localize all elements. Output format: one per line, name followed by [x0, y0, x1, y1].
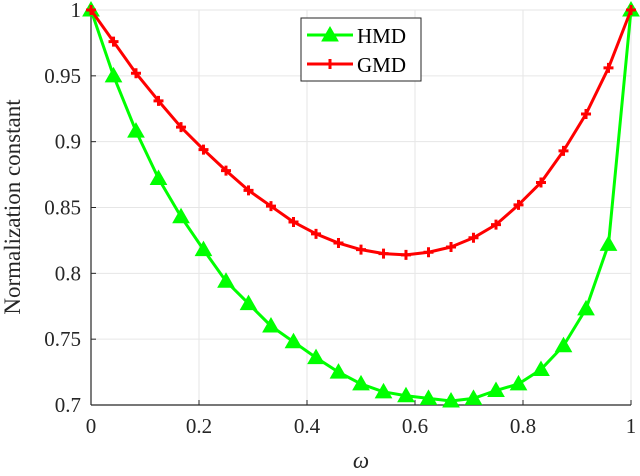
triangle-marker — [307, 348, 325, 365]
x-tick-label: 0.4 — [294, 414, 321, 438]
triangle-marker — [352, 374, 370, 391]
plus-marker — [581, 109, 592, 120]
plus-marker — [378, 248, 389, 259]
plus-marker — [311, 228, 322, 239]
y-tick-label: 0.9 — [55, 130, 81, 154]
y-tick-label: 0.75 — [44, 327, 81, 351]
triangle-marker — [321, 25, 339, 42]
y-tick-labels: 0.7 0.75 0.8 0.85 0.9 0.95 1 — [44, 0, 81, 417]
plus-marker — [153, 95, 164, 106]
x-tick-label: 0.8 — [510, 414, 536, 438]
triangle-marker — [442, 392, 460, 408]
triangle-marker — [262, 316, 280, 333]
y-tick-label: 0.7 — [55, 393, 81, 417]
plus-marker — [198, 144, 209, 155]
plus-marker — [108, 36, 119, 47]
axes — [90, 9, 632, 406]
triangle-marker — [374, 382, 393, 399]
legend-item-gmd: GMD — [307, 53, 406, 77]
plus-marker — [468, 232, 479, 243]
y-tick-label: 1 — [71, 0, 82, 22]
plus-marker — [221, 165, 231, 176]
legend: HMD GMD — [300, 17, 422, 82]
plus-marker — [558, 145, 569, 156]
plus-marker — [288, 216, 299, 227]
triangle-marker — [284, 332, 303, 349]
x-tick-label: 1 — [626, 414, 637, 438]
legend-label: GMD — [357, 53, 406, 77]
plus-marker — [603, 62, 614, 73]
triangle-marker — [419, 389, 438, 405]
plus-marker — [400, 249, 411, 260]
triangle-marker — [329, 363, 348, 379]
x-axis-label: ω — [353, 448, 369, 473]
y-tick-label: 0.85 — [44, 196, 81, 220]
triangle-marker — [172, 207, 190, 224]
y-tick-label: 0.95 — [44, 64, 81, 88]
legend-box — [300, 17, 422, 82]
plus-marker — [513, 199, 524, 210]
triangle-marker — [104, 66, 123, 83]
plus-marker — [446, 242, 457, 252]
plus-marker — [176, 122, 187, 133]
triangle-marker — [509, 374, 528, 391]
plus-marker — [333, 238, 344, 249]
plus-marker — [626, 5, 636, 15]
x-tick-label: 0.2 — [186, 414, 212, 438]
legend-item-hmd: HMD — [307, 24, 406, 48]
triangle-marker — [487, 381, 505, 398]
x-tick-label: 0.6 — [402, 414, 428, 438]
y-axis-label: Normalization constant — [0, 99, 25, 315]
plus-marker — [356, 244, 366, 255]
triangle-marker — [149, 169, 168, 186]
plus-marker — [243, 185, 254, 196]
triangle-marker — [577, 299, 595, 316]
triangle-marker — [397, 386, 415, 403]
series-layer — [82, 0, 640, 408]
x-tick-labels: 0 0.2 0.4 0.6 0.8 1 — [86, 414, 637, 438]
triangle-marker — [599, 235, 618, 251]
triangle-marker — [194, 240, 213, 257]
plus-marker — [491, 219, 501, 230]
series-gmd — [86, 5, 636, 260]
y-tick-label: 0.8 — [55, 261, 81, 285]
series-hmd — [82, 0, 640, 408]
legend-label: HMD — [357, 24, 406, 48]
triangle-marker — [532, 360, 550, 376]
triangle-marker — [239, 294, 258, 311]
plus-marker — [423, 247, 434, 258]
plus-marker — [325, 59, 335, 69]
triangle-marker — [554, 336, 573, 353]
triangle-marker — [127, 122, 145, 138]
triangle-marker — [217, 272, 235, 288]
grid-lines — [90, 9, 632, 406]
plus-marker — [86, 5, 96, 15]
x-tick-label: 0 — [86, 414, 97, 438]
triangle-marker — [464, 389, 483, 405]
plus-marker — [265, 201, 276, 212]
plus-marker — [535, 177, 546, 188]
plus-marker — [130, 68, 141, 79]
